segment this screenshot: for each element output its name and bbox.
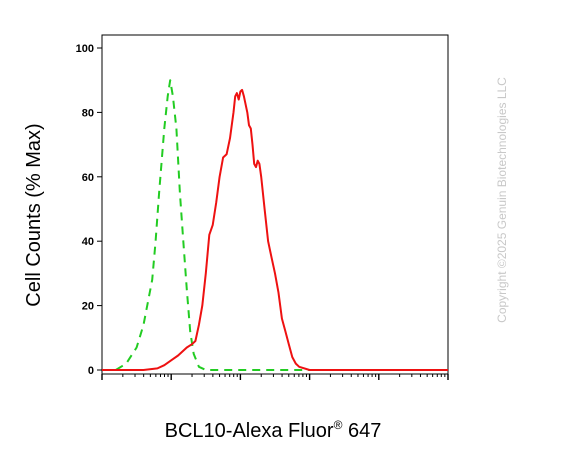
y-tick-label: 100 <box>76 43 94 55</box>
y-tick-label: 60 <box>82 172 94 184</box>
x-axis-title-tail: 647 <box>342 420 381 442</box>
copyright-watermark: Copyright ©2025 Genuin Biotechnologies L… <box>495 77 509 323</box>
series-group <box>102 79 448 371</box>
y-tick-label: 20 <box>82 301 94 313</box>
plot-frame <box>101 34 449 375</box>
x-axis-title: BCL10-Alexa Fluor® 647 <box>165 418 382 442</box>
x-axis-ticks <box>101 374 449 380</box>
y-tick-label: 80 <box>82 107 94 119</box>
isotype-control-line <box>102 79 448 371</box>
registered-mark: ® <box>334 418 343 432</box>
y-axis-ticks: 0 20 40 60 80 100 <box>76 43 102 377</box>
x-axis-title-main: BCL10-Alexa Fluor <box>165 420 334 442</box>
y-tick-label: 0 <box>88 365 94 377</box>
bcl10-stained-line <box>102 88 448 371</box>
y-axis-title: Cell Counts (% Max) <box>23 123 45 306</box>
y-tick-label: 40 <box>82 236 94 248</box>
